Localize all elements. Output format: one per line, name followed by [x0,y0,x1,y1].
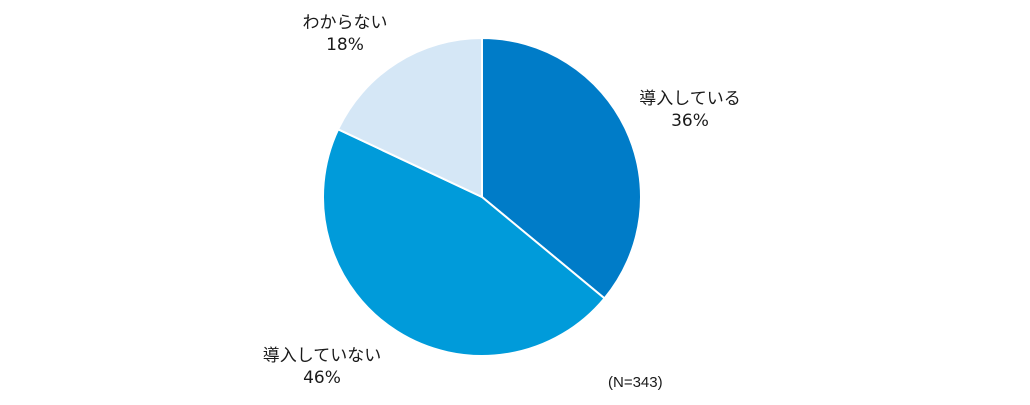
slice-unknown [336,36,483,199]
label-unknown-category: わからない [303,13,388,33]
label-introduced-value: 36% [671,111,709,131]
label-introduced-category: 導入している [639,89,741,109]
label-not-introduced-category: 導入していない [263,346,382,366]
label-not-introduced-value: 46% [303,368,341,388]
slice-not-introduced [322,127,606,357]
sample-size-note: (N=343) [608,374,663,391]
pie-slices [322,36,642,357]
label-unknown-value: 18% [326,35,364,55]
slice-introduced [481,36,642,300]
